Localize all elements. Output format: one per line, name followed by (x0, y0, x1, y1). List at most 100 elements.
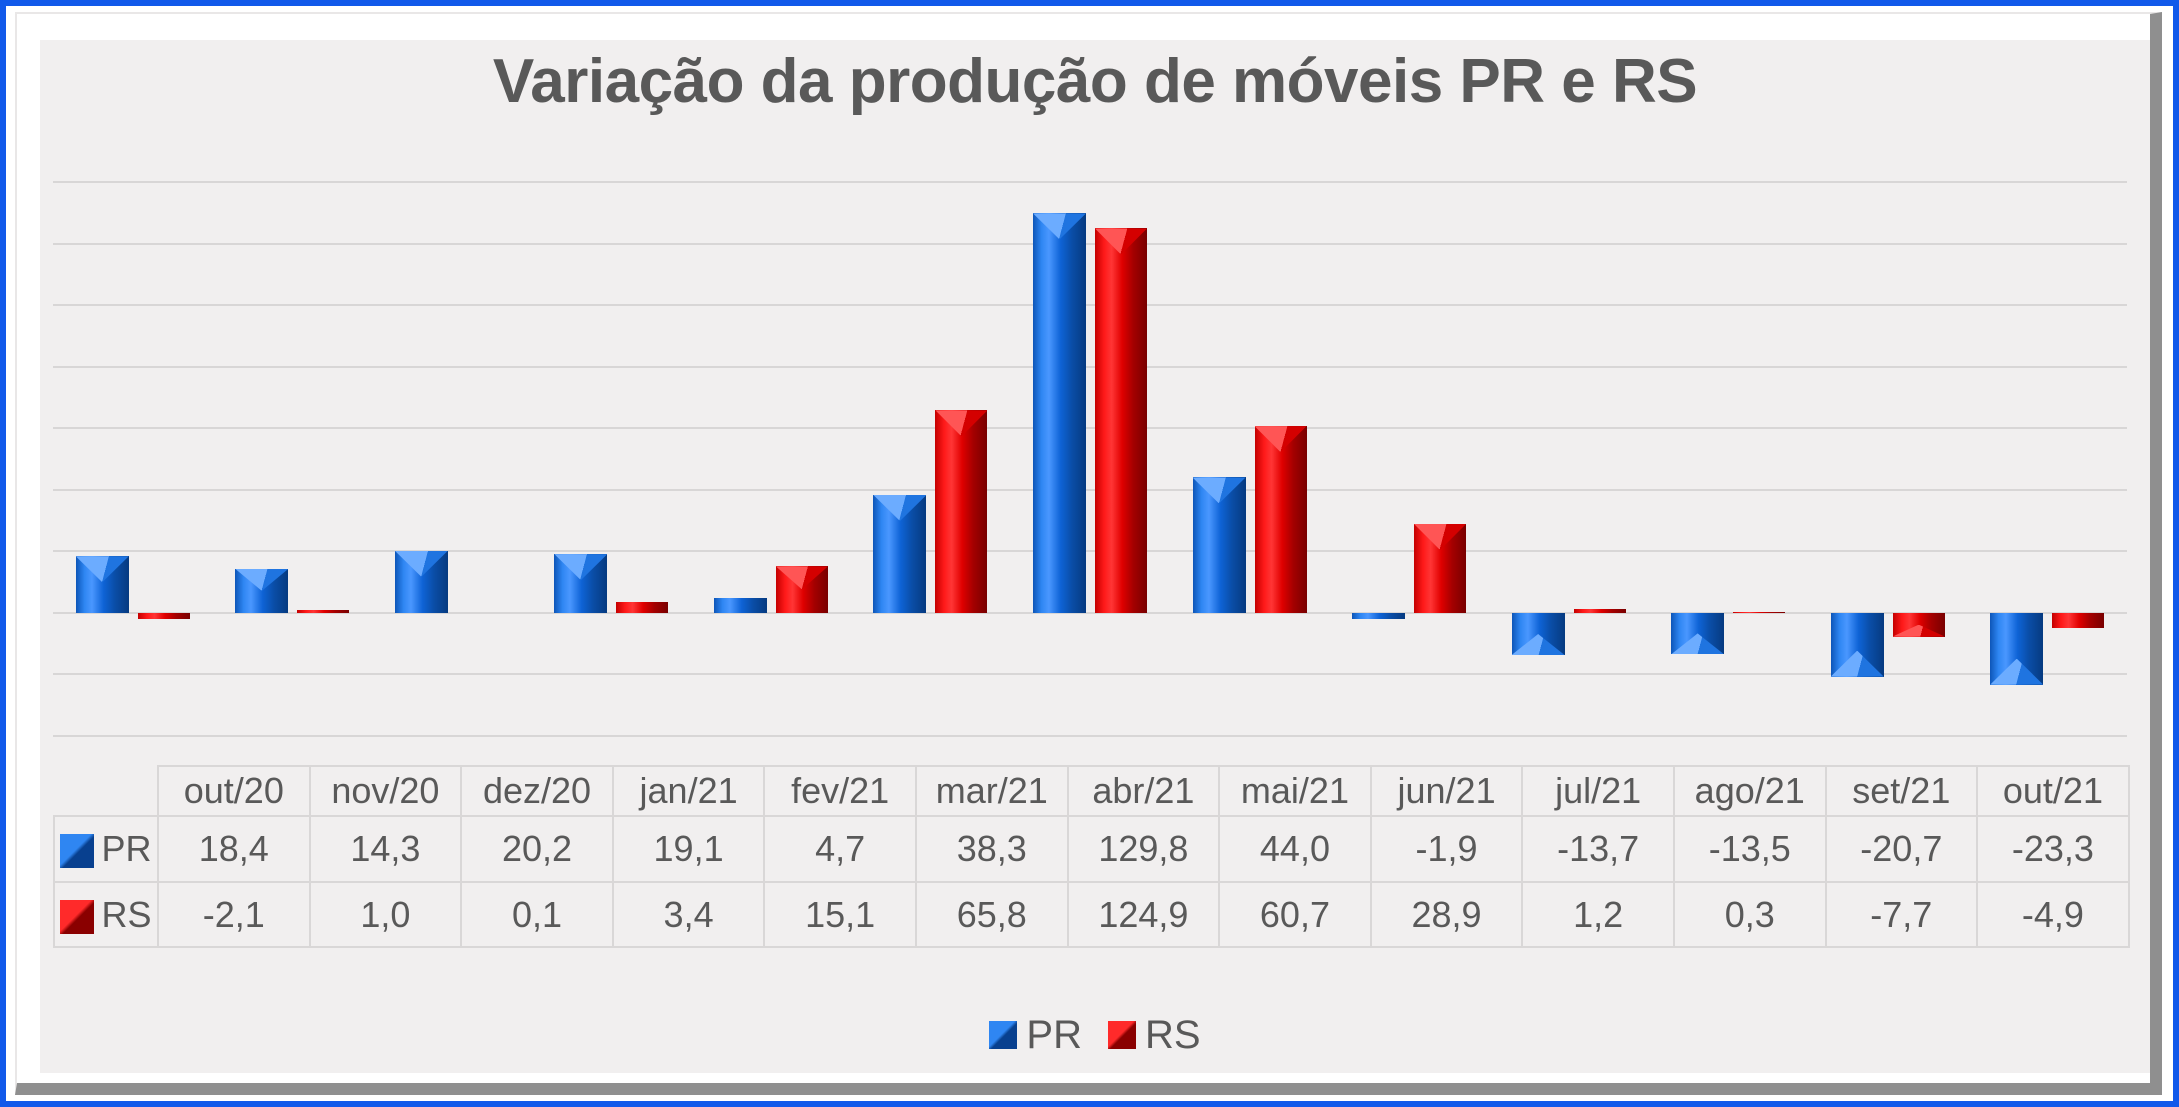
gridline (53, 673, 2127, 676)
cell-RS-jan/21: 3,4 (611, 881, 766, 948)
gridline (53, 304, 2127, 307)
gridline (53, 427, 2127, 430)
legend-item-PR[interactable]: PR (989, 1013, 1082, 1058)
bar-PR-set/21[interactable] (1830, 612, 1884, 677)
col-header-out/21: out/21 (1976, 765, 2130, 817)
col-header-fev/21: fev/21 (763, 765, 917, 817)
bar-RS-set/21[interactable] (1892, 612, 1945, 637)
cell-RS-set/21: -7,7 (1824, 881, 1979, 948)
bar-PR-jun/21[interactable] (1352, 612, 1406, 619)
plot-area (53, 181, 2127, 737)
bar-bevel (1414, 523, 1467, 550)
bar-PR-jan/21[interactable] (554, 554, 608, 613)
gridline (53, 365, 2127, 368)
bar-PR-abr/21[interactable] (1033, 213, 1086, 613)
bar-PR-ago/21[interactable] (1671, 612, 1725, 655)
col-header-dez/20: dez/20 (460, 765, 614, 817)
chart-panel: Variação da produção de móveis PR e RS o… (15, 12, 2162, 1095)
cell-PR-mai/21: 44,0 (1218, 815, 1372, 883)
bar-bevel (1990, 658, 2044, 685)
series-name: RS (101, 893, 152, 935)
col-header-jul/21: jul/21 (1521, 765, 1675, 817)
data-table: out/20 nov/20 dez/20 jan/21 fev/21 mar/21 abr/… (53, 765, 2130, 948)
bar-RS-abr/21[interactable] (1095, 228, 1147, 613)
cell-PR-dez/20: 20,2 (460, 815, 614, 883)
cell-RS-mar/21: 65,8 (914, 881, 1069, 948)
cell-RS-dez/20: 0,1 (460, 881, 614, 948)
bar-RS-mai/21[interactable] (1254, 426, 1307, 613)
bar-bevel (1033, 213, 1086, 240)
bar-RS-out/21[interactable] (2052, 612, 2105, 628)
cell-RS-jun/21: 28,9 (1369, 881, 1524, 948)
gridline (53, 242, 2127, 245)
bar-RS-nov/20[interactable] (297, 609, 350, 613)
bar-PR-mar/21[interactable] (873, 495, 927, 613)
cell-PR-out/20: 18,4 (157, 815, 311, 883)
bar-bevel (1892, 624, 1945, 637)
bar-RS-out/20[interactable] (137, 612, 190, 620)
row-label-RS: RS (53, 881, 159, 948)
bar-bevel (1830, 650, 1884, 677)
bar-bevel (1095, 228, 1147, 255)
bar-PR-mai/21[interactable] (1192, 477, 1246, 613)
bar-bevel (1192, 477, 1246, 504)
col-header-set/21: set/21 (1824, 765, 1979, 817)
col-header-jan/21: jan/21 (611, 765, 766, 817)
cell-RS-jul/21: 1,2 (1521, 881, 1675, 948)
cell-PR-nov/20: 14,3 (308, 815, 463, 883)
table-corner (54, 766, 158, 816)
cell-PR-ago/21: -13,5 (1672, 815, 1827, 883)
col-header-abr/21: abr/21 (1066, 765, 1221, 817)
cell-RS-fev/21: 15,1 (763, 881, 917, 948)
cell-PR-jul/21: -13,7 (1521, 815, 1675, 883)
bar-RS-jan/21[interactable] (616, 602, 669, 613)
bar-bevel (394, 550, 448, 577)
series-name: PR (101, 828, 152, 869)
col-header-nov/20: nov/20 (308, 765, 463, 817)
bar-PR-out/21[interactable] (1990, 612, 2044, 685)
col-header-mar/21: mar/21 (914, 765, 1069, 817)
col-header-jun/21: jun/21 (1369, 765, 1524, 817)
row-label-PR: PR (53, 815, 159, 883)
bar-RS-ago/21[interactable] (1733, 611, 1786, 613)
cell-PR-fev/21: 4,7 (763, 815, 917, 883)
bar-RS-jul/21[interactable] (1573, 609, 1626, 613)
bar-bevel (75, 556, 129, 583)
bar-PR-dez/20[interactable] (394, 550, 448, 613)
bar-PR-nov/20[interactable] (235, 568, 289, 613)
bar-RS-jun/21[interactable] (1414, 523, 1467, 613)
bar-RS-fev/21[interactable] (775, 566, 828, 613)
col-header-ago/21: ago/21 (1672, 765, 1827, 817)
gridline (53, 488, 2127, 491)
bar-bevel (935, 410, 988, 437)
series-key-icon (60, 899, 95, 934)
bar-PR-jul/21[interactable] (1511, 612, 1565, 656)
bar-RS-mar/21[interactable] (935, 410, 988, 613)
cell-PR-jan/21: 19,1 (611, 815, 766, 883)
col-header-out/20: out/20 (157, 765, 311, 817)
gridline (53, 181, 2127, 183)
cell-PR-mar/21: 38,3 (914, 815, 1069, 883)
cell-RS-nov/20: 1,0 (308, 881, 463, 948)
gridline (53, 735, 2127, 737)
bar-bevel (1671, 633, 1725, 655)
cell-PR-jun/21: -1,9 (1369, 815, 1524, 883)
cell-PR-out/21: -23,3 (1976, 815, 2130, 883)
bar-PR-out/20[interactable] (75, 556, 129, 613)
legend-key-icon (989, 1021, 1018, 1049)
legend-item-RS[interactable]: RS (1108, 1013, 1201, 1058)
bar-bevel (1511, 634, 1565, 656)
bar-bevel (1254, 426, 1307, 453)
cell-PR-abr/21: 129,8 (1066, 815, 1221, 883)
series-key-icon (60, 834, 95, 869)
axis-zero-line (53, 611, 2127, 614)
bar-PR-fev/21[interactable] (713, 598, 767, 613)
bar-bevel (554, 554, 608, 581)
bar-bevel (775, 566, 828, 590)
cell-RS-ago/21: 0,3 (1672, 881, 1827, 948)
legend-key-icon (1108, 1021, 1136, 1049)
cell-PR-set/21: -20,7 (1824, 815, 1979, 883)
cell-RS-out/21: -4,9 (1976, 881, 2130, 948)
